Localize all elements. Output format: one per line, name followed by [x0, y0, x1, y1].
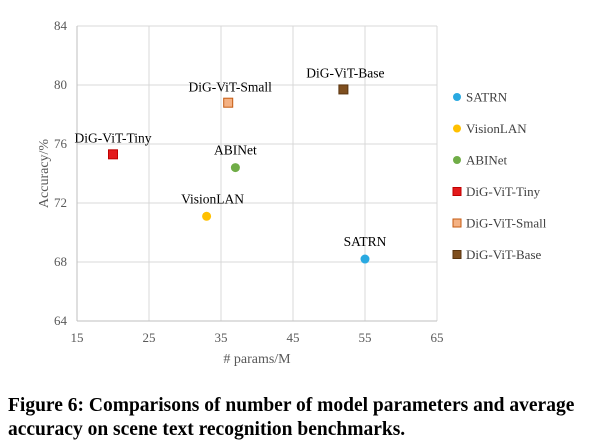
legend-marker	[452, 218, 462, 228]
point-dig-vit-base	[338, 84, 349, 95]
x-tick-label: 25	[143, 330, 156, 345]
point-label: DiG-ViT-Small	[188, 80, 272, 95]
x-tick-label: 65	[431, 330, 444, 345]
point-label: DiG-ViT-Tiny	[75, 130, 152, 145]
x-tick-label: 45	[287, 330, 300, 345]
point-label: SATRN	[344, 234, 387, 249]
legend-entry: DiG-ViT-Small	[466, 216, 547, 231]
point-visionlan	[202, 211, 212, 221]
point-dig-vit-tiny	[108, 149, 118, 160]
point-label: DiG-ViT-Base	[306, 65, 384, 80]
y-axis-title: Accuracy/%	[37, 139, 52, 209]
legend-entry: VisionLAN	[466, 121, 527, 136]
figure-caption: Figure 6: Comparisons of number of model…	[8, 395, 575, 440]
y-tick-label: 76	[54, 136, 68, 151]
y-tick-label: 84	[54, 18, 68, 33]
y-tick-label: 72	[54, 195, 67, 210]
legend-entry: DiG-ViT-Base	[466, 247, 542, 262]
scatter-chart: 64 68 72 76 80 84 15 25 35 45 55 65 # params/M Accu…	[37, 18, 547, 367]
x-tick-label: 55	[359, 330, 372, 345]
grid-lines	[77, 25, 438, 321]
legend-marker	[452, 187, 462, 196]
y-tick-label: 68	[54, 254, 67, 269]
legend-marker	[453, 156, 461, 164]
point-abinet	[230, 163, 240, 173]
legend-marker	[452, 250, 462, 259]
legend-entry: DiG-ViT-Tiny	[466, 184, 541, 199]
x-tick-label: 15	[71, 330, 84, 345]
point-label: ABINet	[214, 143, 257, 158]
point-satrn	[360, 254, 370, 264]
point-dig-vit-small	[223, 97, 234, 108]
y-tick-label: 64	[54, 313, 68, 328]
legend-entry: ABINet	[466, 153, 508, 168]
tick-labels: 64 68 72 76 80 84 15 25 35 45 55 65	[54, 18, 444, 345]
x-tick-label: 35	[215, 330, 228, 345]
legend-entry: SATRN	[466, 90, 508, 105]
axes	[76, 26, 437, 322]
x-axis-title: # params/M	[223, 352, 291, 367]
point-label: VisionLAN	[181, 191, 244, 206]
y-tick-label: 80	[54, 77, 67, 92]
legend-marker	[453, 124, 461, 133]
data-points: SATRN VisionLAN ABINet DiG-ViT-Tiny DiG-ViT-…	[75, 65, 387, 264]
legend-marker	[453, 93, 461, 101]
legend: SATRN VisionLAN ABINet DiG-ViT-Tiny DiG-ViT-…	[452, 90, 547, 262]
